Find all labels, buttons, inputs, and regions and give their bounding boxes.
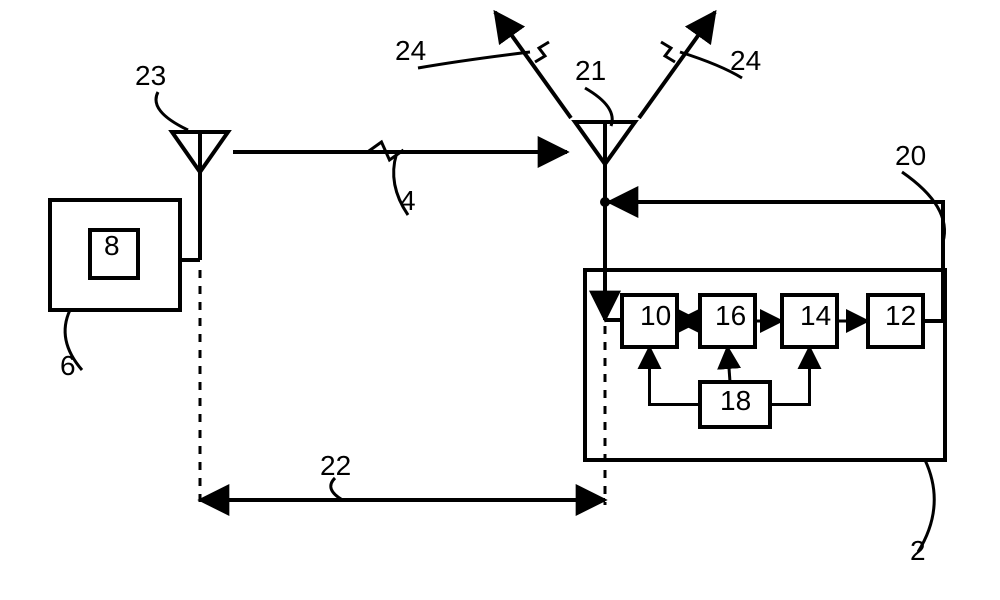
label-right_box: 2 bbox=[910, 535, 926, 566]
label-distance: 22 bbox=[320, 450, 351, 481]
label-block_18: 18 bbox=[720, 385, 751, 416]
right-unit-box bbox=[585, 270, 945, 460]
label-left_box: 6 bbox=[60, 350, 76, 381]
label-signal_path: 4 bbox=[400, 185, 416, 216]
label-left_antenna: 23 bbox=[135, 60, 166, 91]
label-block_16: 16 bbox=[715, 300, 746, 331]
label-wave_left: 24 bbox=[395, 35, 426, 66]
label-feedback: 20 bbox=[895, 140, 926, 171]
label-block_10: 10 bbox=[640, 300, 671, 331]
label-right_antenna: 21 bbox=[575, 55, 606, 86]
label-block_14: 14 bbox=[800, 300, 831, 331]
label-wave_right: 24 bbox=[730, 45, 761, 76]
label-left_inner: 8 bbox=[104, 230, 120, 261]
label-block_12: 12 bbox=[885, 300, 916, 331]
